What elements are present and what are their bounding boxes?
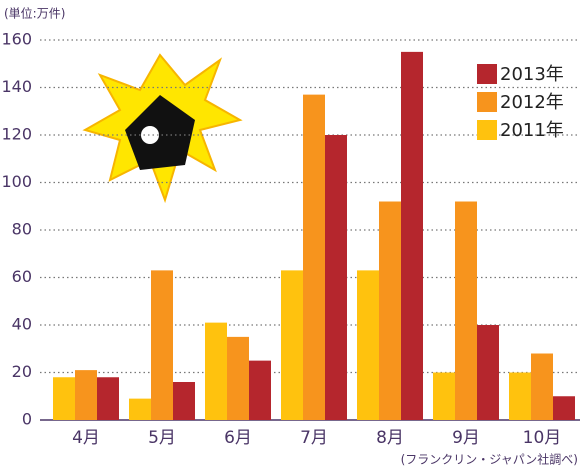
y-tick-label: 140 bbox=[1, 77, 32, 96]
bar bbox=[53, 377, 75, 420]
legend-label: 2011年 bbox=[500, 120, 564, 141]
bar bbox=[553, 396, 575, 420]
y-tick-label: 60 bbox=[12, 267, 32, 286]
legend-label: 2012年 bbox=[500, 92, 564, 113]
legend-swatch bbox=[477, 64, 497, 84]
bar bbox=[401, 52, 423, 420]
y-tick-label: 120 bbox=[1, 125, 32, 144]
bar bbox=[249, 361, 271, 420]
x-tick-label: 5月 bbox=[148, 428, 176, 448]
chart: (単位:万件) (フランクリン・ジャパン社調べ) 0 20 40 60 80 100 120… bbox=[0, 0, 581, 468]
y-tick-label: 100 bbox=[1, 172, 32, 191]
bar bbox=[227, 337, 249, 420]
mascot-decoration bbox=[85, 55, 240, 200]
bar bbox=[97, 377, 119, 420]
bar bbox=[509, 373, 531, 421]
bar bbox=[477, 325, 499, 420]
bar bbox=[303, 95, 325, 420]
bar bbox=[455, 202, 477, 421]
bar bbox=[357, 270, 379, 420]
y-tick-label: 0 bbox=[22, 410, 32, 429]
unit-label: (単位:万件) bbox=[4, 6, 65, 21]
bar bbox=[531, 354, 553, 421]
x-tick-label: 10月 bbox=[523, 428, 562, 448]
bar bbox=[379, 202, 401, 421]
y-tick-label: 160 bbox=[1, 30, 32, 49]
bar bbox=[325, 135, 347, 420]
x-tick-label: 4月 bbox=[72, 428, 100, 448]
bar bbox=[75, 370, 97, 420]
bar bbox=[173, 382, 195, 420]
bar bbox=[281, 270, 303, 420]
x-tick-label: 9月 bbox=[452, 428, 480, 448]
legend-label: 2013年 bbox=[500, 64, 564, 85]
legend-swatch bbox=[477, 92, 497, 112]
y-tick-label: 20 bbox=[12, 362, 32, 381]
bar bbox=[205, 323, 227, 420]
source-note: (フランクリン・ジャパン社調べ) bbox=[401, 452, 578, 467]
x-tick-label: 7月 bbox=[300, 428, 328, 448]
x-tick-label: 6月 bbox=[224, 428, 252, 448]
bar bbox=[151, 270, 173, 420]
x-tick-label: 8月 bbox=[376, 428, 404, 448]
y-tick-label: 80 bbox=[12, 220, 32, 239]
legend-swatch bbox=[477, 120, 497, 140]
y-tick-label: 40 bbox=[12, 315, 32, 334]
bar bbox=[433, 373, 455, 421]
bar bbox=[129, 399, 151, 420]
